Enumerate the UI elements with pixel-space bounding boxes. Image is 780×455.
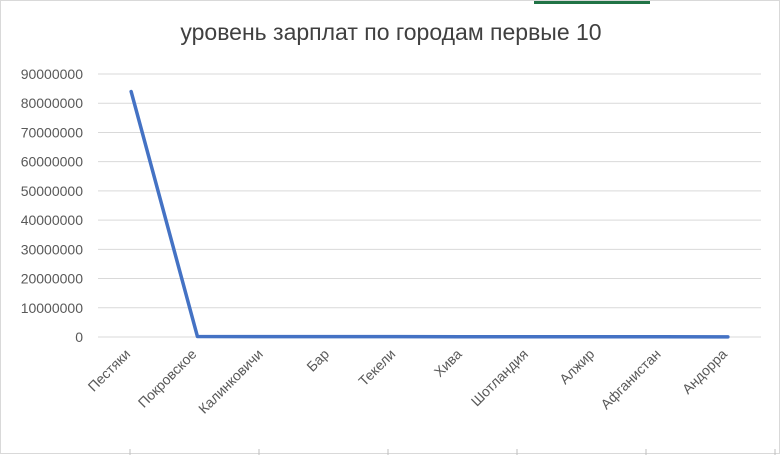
x-tick-label: Бар (303, 346, 332, 375)
y-tick-label: 60000000 (21, 154, 84, 170)
x-tick-label: Покровское (135, 346, 200, 411)
x-tick-label: Калинковичи (195, 346, 266, 417)
y-tick-label: 50000000 (21, 183, 84, 199)
y-tick-label: 90000000 (21, 66, 84, 82)
x-tick-label: Афганистан (597, 346, 663, 412)
x-tick-label: Андорра (679, 346, 730, 397)
y-tick-label: 10000000 (21, 300, 84, 316)
x-tick-label: Шотландия (468, 346, 531, 409)
x-tick-label: Хива (431, 346, 465, 380)
y-tick-label: 70000000 (21, 124, 84, 140)
x-tick-label: Текели (355, 346, 398, 389)
y-tick-label: 40000000 (21, 212, 84, 228)
y-tick-label: 0 (75, 329, 83, 345)
y-tick-label: 80000000 (21, 95, 84, 111)
x-tick-label: Пестяки (85, 346, 134, 395)
y-tick-label: 30000000 (21, 241, 84, 257)
series-line (131, 92, 728, 337)
x-tick-label: Алжир (556, 346, 598, 388)
y-tick-label: 20000000 (21, 271, 84, 287)
